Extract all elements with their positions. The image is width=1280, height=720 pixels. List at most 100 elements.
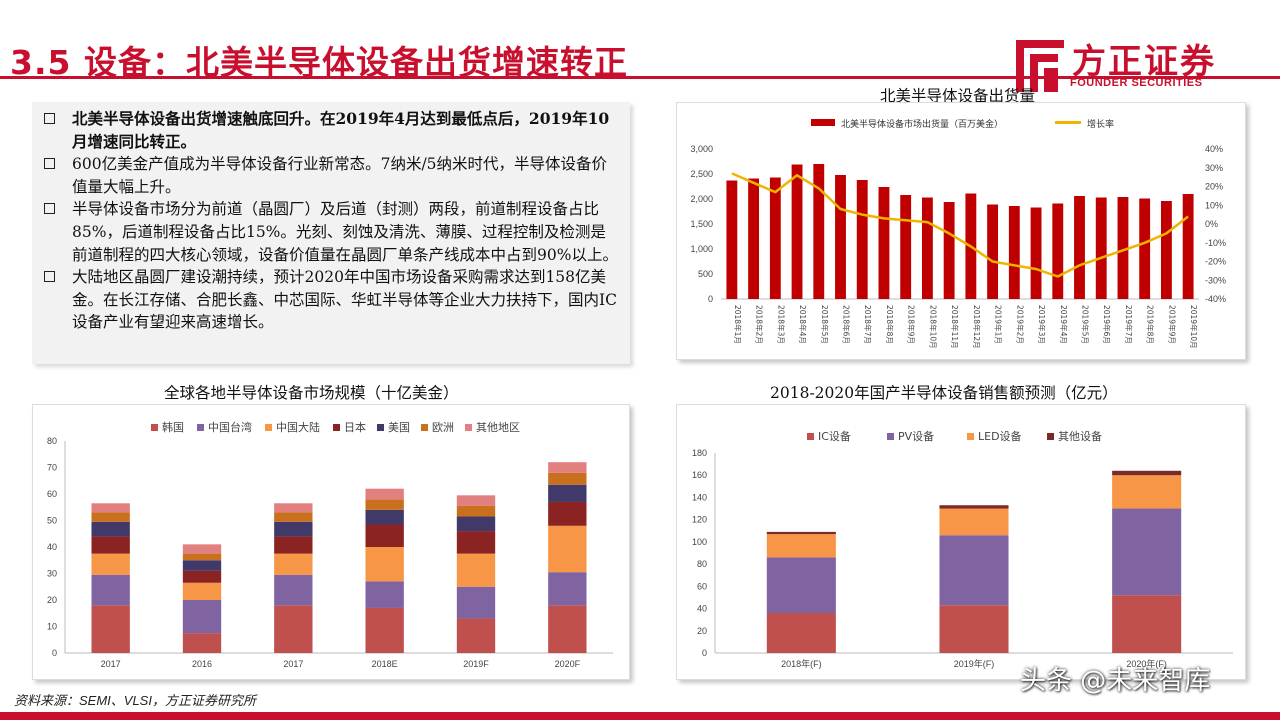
- legend-label-growth: 增长率: [1087, 118, 1114, 129]
- square-bullet-icon: [44, 113, 55, 124]
- x-tick-label: 2019年2月: [1015, 305, 1025, 344]
- stack-segment: [1112, 595, 1182, 653]
- right-tick-label: -40%: [1205, 294, 1226, 304]
- x-tick-label: 2019年7月: [1124, 305, 1134, 344]
- x-tick-label: 2018年6月: [842, 305, 852, 344]
- x-tick-label: 2019年6月: [1102, 305, 1112, 344]
- left-tick-label: 3,000: [690, 144, 713, 154]
- y-tick-label: 180: [692, 448, 707, 458]
- legend-label: IC设备: [818, 429, 851, 443]
- y-tick-label: 20: [697, 626, 707, 636]
- right-tick-label: -10%: [1205, 238, 1226, 248]
- legend-label: 韩国: [162, 420, 184, 434]
- stack-segment: [939, 508, 1009, 536]
- x-tick-label: 2019年9月: [1167, 305, 1177, 344]
- growth-rate-line: [731, 172, 1189, 278]
- stack-segment: [274, 553, 313, 575]
- y-tick-label: 100: [692, 537, 707, 547]
- legend-swatch: [465, 424, 472, 431]
- watermark: 头条 @未来智库: [1020, 666, 1211, 696]
- stack-segment: [365, 488, 404, 500]
- legend-swatch: [377, 424, 384, 431]
- x-tick-label: 2019年10月: [1189, 305, 1199, 349]
- legend-label: 日本: [344, 420, 366, 434]
- stack-segment: [548, 484, 587, 502]
- right-tick-label: 10%: [1205, 200, 1223, 210]
- stack-segment: [91, 512, 130, 522]
- shipment-bar: [1008, 206, 1020, 299]
- legend-label: LED设备: [978, 429, 1022, 443]
- shipment-bar: [726, 180, 738, 299]
- x-tick-label: 2019年8月: [1146, 305, 1156, 344]
- stack-segment: [365, 499, 404, 510]
- stack-segment: [365, 581, 404, 608]
- x-tick-label: 2016: [192, 659, 212, 669]
- left-tick-label: 1,500: [690, 219, 713, 229]
- stack-segment: [365, 547, 404, 582]
- chart3-panel: IC设备 PV设备 LED设备 其他设备 0 20 40 60 80 100 120 140 160 18…: [676, 404, 1246, 680]
- shipment-bar: [943, 202, 955, 299]
- legend-swatch: [887, 433, 894, 440]
- x-tick-label: 2017: [101, 659, 121, 669]
- stack-segment: [548, 501, 587, 526]
- chart2-panel: 韩国 中国台湾 中国大陆 日本 美国 欧洲 其他地区 0 10 20 30 40 50 60 70 80 201…: [32, 404, 630, 680]
- shipment-bar: [856, 180, 868, 299]
- x-tick-label: 2018E: [372, 659, 398, 669]
- na-shipment-chart: 北美半导体设备市场出货量（百万美金） 增长率 0 500 1,000 1,500 2,000…: [690, 118, 1226, 349]
- stack-segment: [182, 560, 222, 571]
- y-tick-label: 120: [692, 515, 707, 525]
- stack-segment: [456, 495, 496, 506]
- x-tick-label: 2020年(F): [1126, 658, 1167, 669]
- stack-segment: [182, 600, 222, 634]
- shipment-bar: [878, 187, 890, 299]
- chart1-title: 北美半导体设备出货量: [880, 87, 1036, 105]
- x-tick-label: 2019年4月: [1059, 305, 1069, 344]
- legend-swatch: [1047, 433, 1054, 440]
- shipment-bar: [748, 178, 760, 299]
- shipment-bar: [769, 177, 781, 299]
- x-tick-label: 2018年(F): [781, 658, 822, 669]
- bullet-item: 半导体设备市场分为前道（晶圆厂）及后道（封测）两段，前道制程设备占比85%，后道…: [44, 198, 620, 266]
- stack-segment: [274, 605, 313, 653]
- shipment-bar: [1074, 196, 1085, 299]
- shipment-bar: [835, 175, 846, 299]
- legend-swatch: [197, 424, 204, 431]
- summary-box: 北美半导体设备出货增速触底回升。在2019年4月达到最低点后，2019年10月增…: [32, 102, 630, 364]
- x-tick-label: 2017: [283, 659, 303, 669]
- stack-segment: [766, 557, 836, 613]
- stack-segment: [1112, 508, 1182, 596]
- stack-segment: [456, 586, 496, 619]
- stack-segment: [548, 572, 587, 606]
- page-title: 3.5 设备：北美半导体设备出货增速转正: [10, 43, 628, 82]
- left-tick-label: 2,000: [690, 194, 713, 204]
- right-tick-label: -20%: [1205, 257, 1226, 267]
- stack-segment: [456, 531, 496, 554]
- stack-segment: [91, 503, 130, 513]
- shipment-bar: [1052, 203, 1064, 299]
- stack-segment: [274, 503, 313, 513]
- y-tick-label: 40: [47, 542, 57, 552]
- legend-label-shipments: 北美半导体设备市场出货量（百万美金）: [841, 118, 1003, 129]
- right-tick-label: 30%: [1205, 163, 1223, 173]
- shipment-bar: [1095, 197, 1107, 299]
- x-tick-label: 2018年8月: [885, 305, 895, 344]
- y-tick-label: 30: [47, 569, 57, 579]
- stack-segment: [182, 544, 222, 554]
- logo-text: 方正证券: [1072, 42, 1216, 82]
- domestic-forecast-chart: IC设备 PV设备 LED设备 其他设备 0 20 40 60 80 100 120 140 160 18…: [692, 429, 1233, 669]
- stack-segment: [91, 605, 130, 653]
- bullet-text: 大陆地区晶圆厂建设潮持续，预计2020年中国市场设备采购需求达到158亿美金。在…: [72, 268, 617, 332]
- square-bullet-icon: [44, 158, 55, 170]
- stack-segment: [274, 512, 313, 522]
- legend-label: 其他设备: [1058, 429, 1102, 443]
- legend-label: 中国大陆: [276, 420, 320, 434]
- stack-segment: [939, 505, 1009, 509]
- left-tick-label: 0: [708, 294, 713, 304]
- x-tick-label: 2018年10月: [928, 305, 938, 349]
- legend-swatch: [967, 433, 974, 440]
- stack-segment: [456, 516, 496, 532]
- stack-segment: [274, 521, 313, 537]
- right-tick-label: 0%: [1205, 219, 1218, 229]
- shipment-bar: [791, 164, 803, 299]
- x-tick-label: 2019F: [463, 659, 489, 669]
